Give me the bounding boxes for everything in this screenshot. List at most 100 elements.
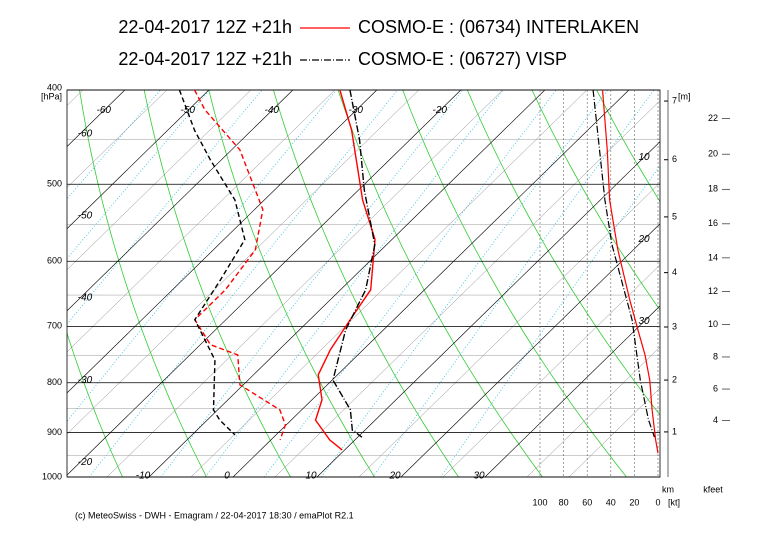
y-tick-label: 700: [47, 321, 62, 331]
background-lines: [0, 90, 766, 477]
isotherm-minor: [358, 182, 660, 477]
dry-adiabat: [726, 90, 766, 477]
feet-tick-label: 6: [713, 383, 718, 393]
dry-adiabat: [531, 90, 660, 311]
x-tick-label: -10: [136, 471, 151, 482]
feet-tick-label: 4: [713, 415, 718, 425]
isotherm-minor: [67, 90, 126, 147]
x-tick-label: 10: [305, 471, 317, 482]
height-tick-label: 3: [672, 321, 677, 331]
feet-tick-label: 14: [708, 252, 718, 262]
height-tick-label: 7: [672, 95, 677, 105]
isotherm: [400, 223, 660, 477]
x-tick-label: -50: [181, 105, 196, 116]
footer: (c) MeteoSwiss - DWH - Emagram / 22-04-2…: [75, 510, 354, 520]
wind-tick-label: 20: [629, 497, 639, 507]
isotherm-minor: [190, 90, 588, 477]
isotherm: [67, 90, 126, 147]
wind-speed-profile: [592, 89, 656, 438]
isotherm: [67, 90, 294, 312]
y-tick-label: 400: [47, 82, 62, 92]
x-tick-label: -20: [78, 457, 93, 468]
x-tick-label: 30: [638, 316, 650, 327]
wind-speed-profile: [601, 89, 659, 454]
dry-adiabat: [67, 331, 123, 477]
x-tick-label: -40: [265, 105, 280, 116]
isotherm: [67, 90, 378, 394]
mixing-ratio-line: [88, 90, 398, 477]
isotherm-minor: [67, 90, 210, 230]
x-tick-label: -30: [78, 375, 93, 386]
isotherm-minor: [67, 90, 168, 188]
isotherm-minor: [67, 90, 84, 106]
height-unit-top: [m]: [678, 91, 691, 101]
wind-unit: [kt]: [668, 497, 680, 507]
wind-tick-label: 80: [559, 497, 569, 507]
dewpoint-profile: [178, 89, 246, 436]
dry-adiabat: [79, 90, 207, 477]
x-tick-label: 20: [388, 471, 401, 482]
wind-tick-label: 60: [582, 497, 592, 507]
feet-tick-label: 16: [708, 218, 718, 228]
isotherm-minor: [106, 90, 504, 477]
x-tick-label: -50: [78, 211, 93, 222]
temperature-profile: [314, 89, 376, 451]
mixing-ratio-line: [440, 165, 660, 477]
height-tick-label: 4: [672, 267, 677, 277]
isotherm-minor: [67, 90, 378, 394]
feet-tick-label: 22: [708, 113, 718, 123]
height-unit: km: [662, 484, 674, 494]
legend-name: COSMO-E : (06727) VISP: [358, 49, 567, 69]
wind-tick-label: 100: [532, 497, 547, 507]
isotherm-minor: [442, 264, 660, 477]
x-tick-label: -30: [349, 105, 364, 116]
temperature-profile: [332, 89, 376, 438]
x-tick-label: -20: [433, 105, 448, 116]
height-tick-label: 1: [672, 426, 677, 436]
y-tick-label: 600: [47, 256, 62, 266]
feet-tick-label: 10: [708, 319, 718, 329]
feet-tick-label: 20: [708, 149, 718, 159]
y-tick-label: 800: [47, 377, 62, 387]
feet-tick-label: 8: [713, 351, 718, 361]
x-tick-label: 10: [638, 152, 650, 163]
mixing-ratio-line: [160, 90, 464, 477]
plot-frame: [66, 89, 661, 478]
x-tick-label: -40: [78, 293, 93, 304]
y-tick-label: 900: [47, 427, 62, 437]
isotherm: [67, 90, 462, 476]
isotherm-minor: [67, 90, 252, 271]
mixing-ratio-line: [67, 90, 263, 325]
legend-name: COSMO-E : (06734) INTERLAKEN: [358, 17, 639, 37]
dry-adiabat: [466, 90, 660, 416]
isotherm-minor: [526, 346, 660, 477]
mixing-ratio-line: [320, 90, 608, 477]
isotherm-minor: [67, 90, 336, 353]
mixing-ratio-line: [67, 90, 161, 200]
wind-tick-label: 40: [606, 497, 616, 507]
isotherm-minor: [274, 100, 660, 477]
height-tick-label: 2: [672, 374, 677, 384]
isotherm-minor: [0, 90, 41, 477]
isotherm: [316, 141, 660, 477]
feet-unit: kfeet: [703, 484, 723, 494]
isotherm: [484, 305, 660, 477]
y-tick-label: 500: [47, 179, 62, 189]
x-tick-label: -60: [97, 105, 112, 116]
x-tick-label: 20: [637, 234, 650, 245]
height-tick-label: 5: [672, 211, 677, 221]
isotherm: [67, 90, 210, 230]
y-unit: [hPa]: [41, 91, 62, 101]
legend-run: 22-04-2017 12Z +21h: [118, 17, 292, 37]
dry-adiabat: [0, 90, 39, 477]
x-tick-label: 0: [224, 471, 230, 482]
isotherm-minor: [568, 387, 660, 477]
x-tick-label: 30: [473, 471, 485, 482]
isotherm-minor: [67, 90, 294, 312]
feet-tick-label: 12: [708, 286, 718, 296]
y-tick-label: 1000: [42, 471, 62, 481]
mixing-ratio-line: [67, 90, 337, 423]
isotherm-minor: [67, 90, 420, 435]
